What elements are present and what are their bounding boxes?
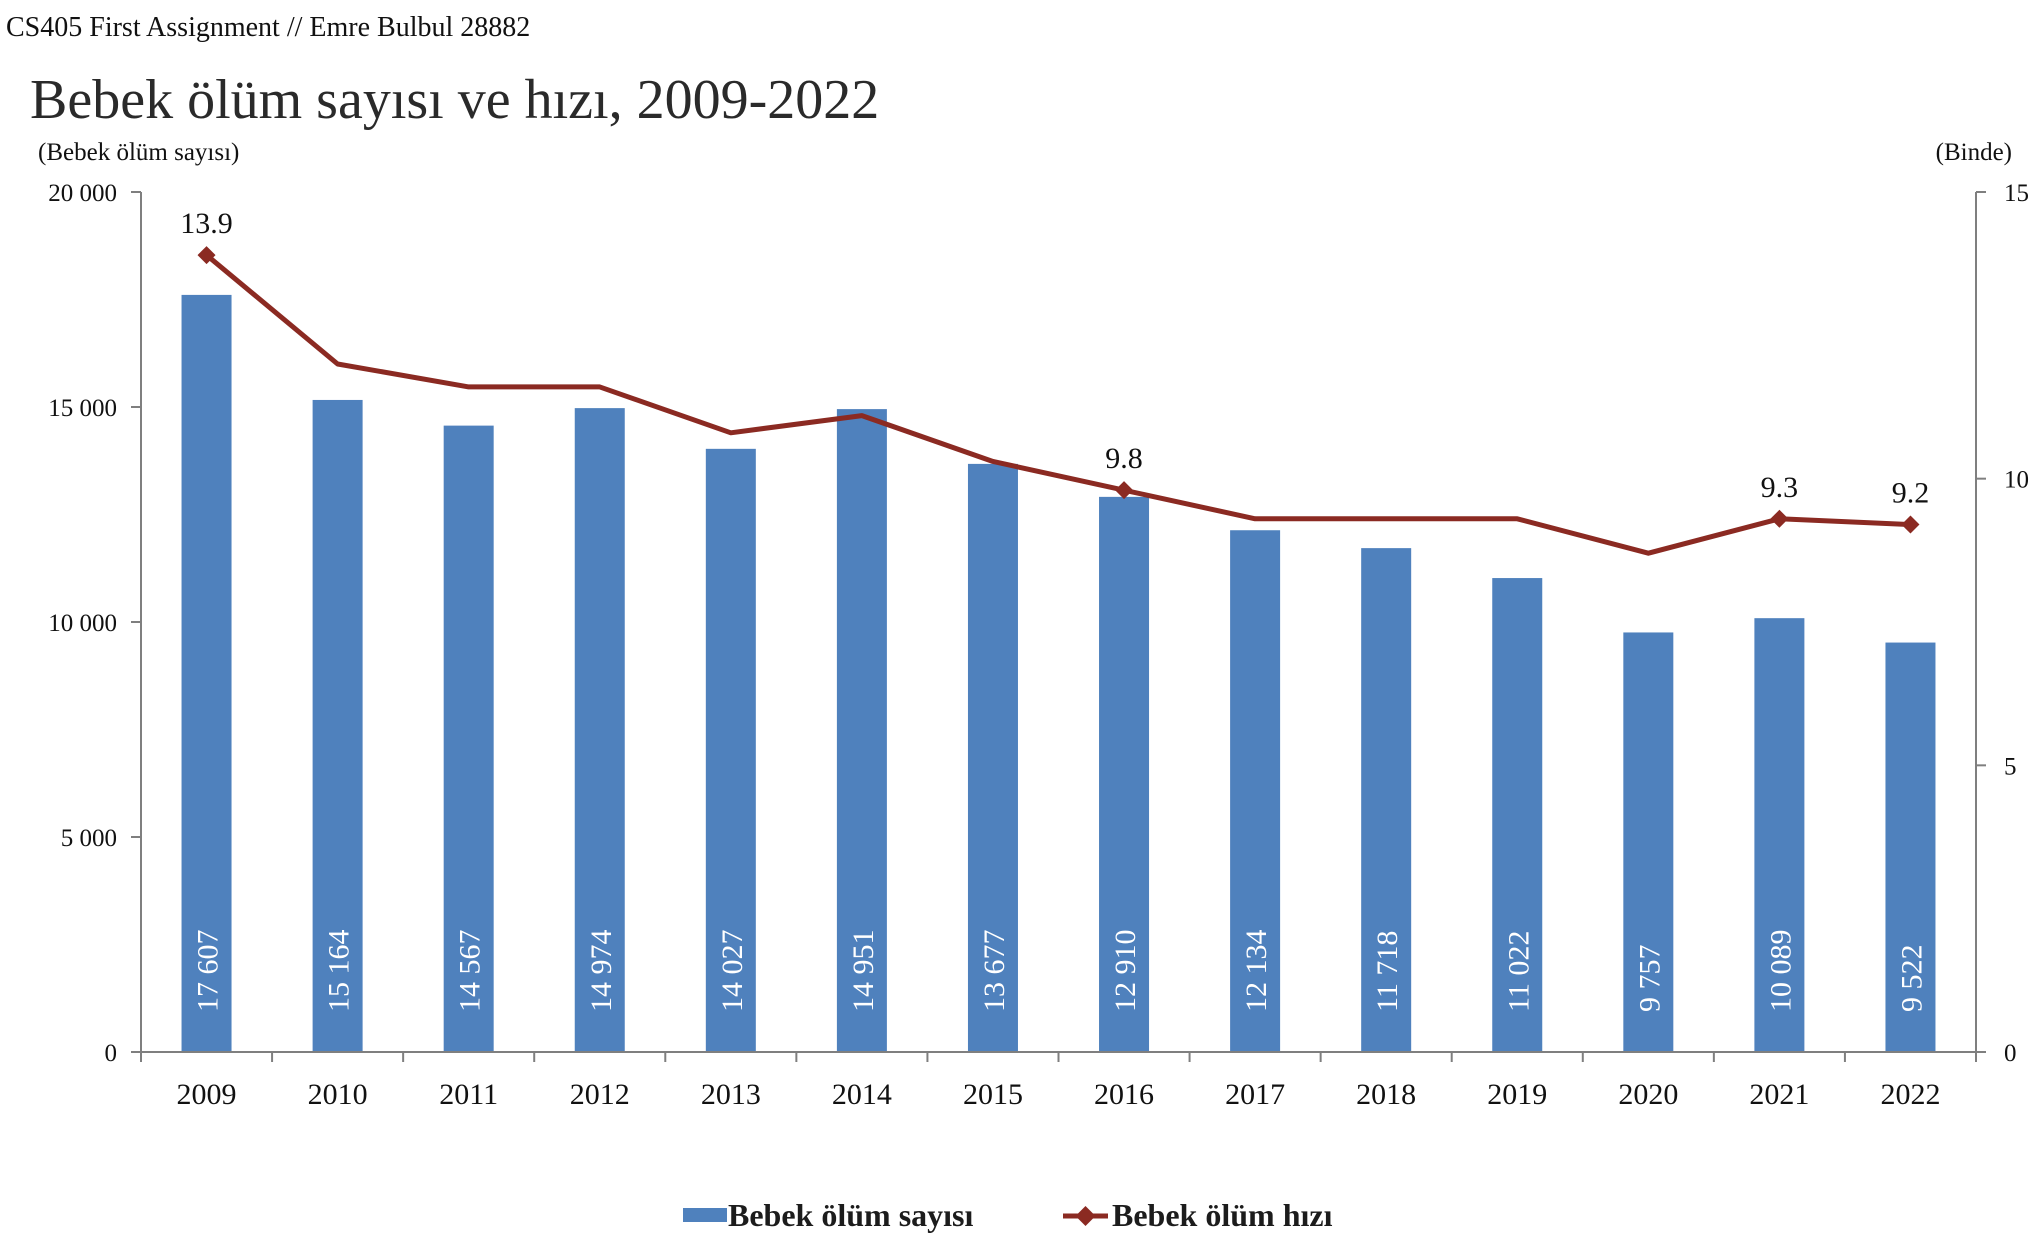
bar-value-label: 11 718 (1371, 931, 1404, 1012)
left-axis-tick-label: 20 000 (48, 180, 117, 207)
bar-2012 (574, 408, 625, 1052)
bar-value-label: 15 164 (323, 930, 356, 1013)
left-axis-tick-label: 15 000 (48, 395, 117, 422)
right-axis-tick-label: 0 (2004, 1040, 2017, 1067)
right-axis-tick-label: 5 (2004, 753, 2017, 780)
bar-value-labels: 17 607 15 164 14 567 14 974 14 027 14 951 13 6… (192, 929, 1929, 1012)
x-axis-tick-label: 2011 (439, 1078, 498, 1111)
x-axis-tick-label: 2021 (1749, 1078, 1809, 1111)
x-axis-tick-label: 2015 (963, 1078, 1023, 1111)
x-axis-tick-label: 2013 (701, 1078, 761, 1111)
x-axis-tick-label: 2016 (1094, 1078, 1154, 1111)
rate-point-label: 9.2 (1892, 477, 1930, 510)
bar-value-label: 11 022 (1502, 931, 1535, 1012)
assignment-header: CS405 First Assignment // Emre Bulbul 28… (6, 12, 530, 43)
rate-marker-2021 (1770, 509, 1789, 528)
axis-tick-labels: 0 5 000 10 000 15 000 20 000 0 5 10 15 2009 2010 20… (48, 180, 2029, 1111)
bar-value-label: 14 027 (716, 930, 749, 1013)
rate-line (204, 253, 1911, 556)
x-axis-tick-label: 2014 (832, 1078, 892, 1111)
bar-2016 (1099, 496, 1150, 1052)
line-series: 13.9 9.8 9.3 9.2 (180, 207, 1930, 556)
left-axis-unit-label: (Bebek ölüm sayısı) (38, 139, 239, 166)
bar-2018 (1361, 548, 1412, 1052)
rate-marker-2009 (197, 246, 216, 265)
x-axis-tick-label: 2022 (1880, 1078, 1940, 1111)
chart-title: Bebek ölüm sayısı ve hızı, 2009-2022 (30, 69, 879, 131)
rate-marker-2022 (1901, 515, 1920, 534)
bar-2019 (1492, 578, 1543, 1052)
bar-value-label: 14 567 (454, 930, 487, 1013)
legend-diamond-icon (1075, 1206, 1096, 1226)
bar-value-label: 12 134 (1240, 930, 1273, 1013)
bar-value-label: 9 757 (1633, 945, 1666, 1013)
left-axis-tick-label: 5 000 (61, 825, 117, 852)
bar-value-label: 14 951 (847, 930, 880, 1013)
bar-2010 (312, 399, 363, 1052)
bar-2020 (1623, 632, 1674, 1052)
x-axis-tick-label: 2017 (1225, 1078, 1285, 1111)
rate-point-label: 9.8 (1105, 442, 1143, 475)
legend-bar-swatch (683, 1208, 727, 1222)
right-axis-tick-label: 15 (2004, 180, 2029, 207)
bar-value-label: 9 522 (1895, 945, 1928, 1013)
bar-value-label: 17 607 (192, 930, 225, 1013)
left-axis-tick-label: 10 000 (48, 610, 117, 637)
bar-value-label: 10 089 (1764, 930, 1797, 1013)
bar-value-label: 13 677 (978, 929, 1011, 1012)
x-axis-tick-label: 2018 (1356, 1078, 1416, 1111)
right-axis-tick-label: 10 (2004, 467, 2029, 494)
chart-axes (131, 191, 1986, 1062)
bar-2009 (181, 294, 232, 1052)
chart-legend: Bebek ölüm sayısı Bebek ölüm hızı (683, 1197, 1333, 1233)
rate-point-label: 13.9 (180, 207, 233, 240)
rate-marker-2016 (1115, 481, 1134, 500)
x-axis-tick-label: 2010 (308, 1078, 368, 1111)
legend-line-label: Bebek ölüm hızı (1112, 1197, 1333, 1233)
bar-series (181, 294, 1936, 1052)
bar-value-label: 14 974 (585, 930, 618, 1013)
legend-bar-label: Bebek ölüm sayısı (728, 1197, 973, 1233)
bar-2014 (836, 409, 887, 1052)
x-axis-tick-label: 2020 (1618, 1078, 1678, 1111)
x-axis-tick-label: 2019 (1487, 1078, 1547, 1111)
bar-2011 (443, 425, 494, 1052)
bar-2021 (1754, 618, 1805, 1052)
bar-value-label: 12 910 (1109, 930, 1142, 1013)
left-axis-tick-label: 0 (105, 1040, 118, 1067)
bar-2015 (967, 463, 1018, 1052)
bar-2013 (705, 448, 756, 1052)
bar-2022 (1885, 642, 1936, 1052)
right-axis-unit-label: (Binde) (1936, 139, 2012, 166)
x-axis-tick-label: 2009 (177, 1078, 237, 1111)
bar-2017 (1230, 530, 1281, 1052)
rate-point-label: 9.3 (1761, 471, 1799, 504)
x-axis-tick-label: 2012 (570, 1078, 630, 1111)
